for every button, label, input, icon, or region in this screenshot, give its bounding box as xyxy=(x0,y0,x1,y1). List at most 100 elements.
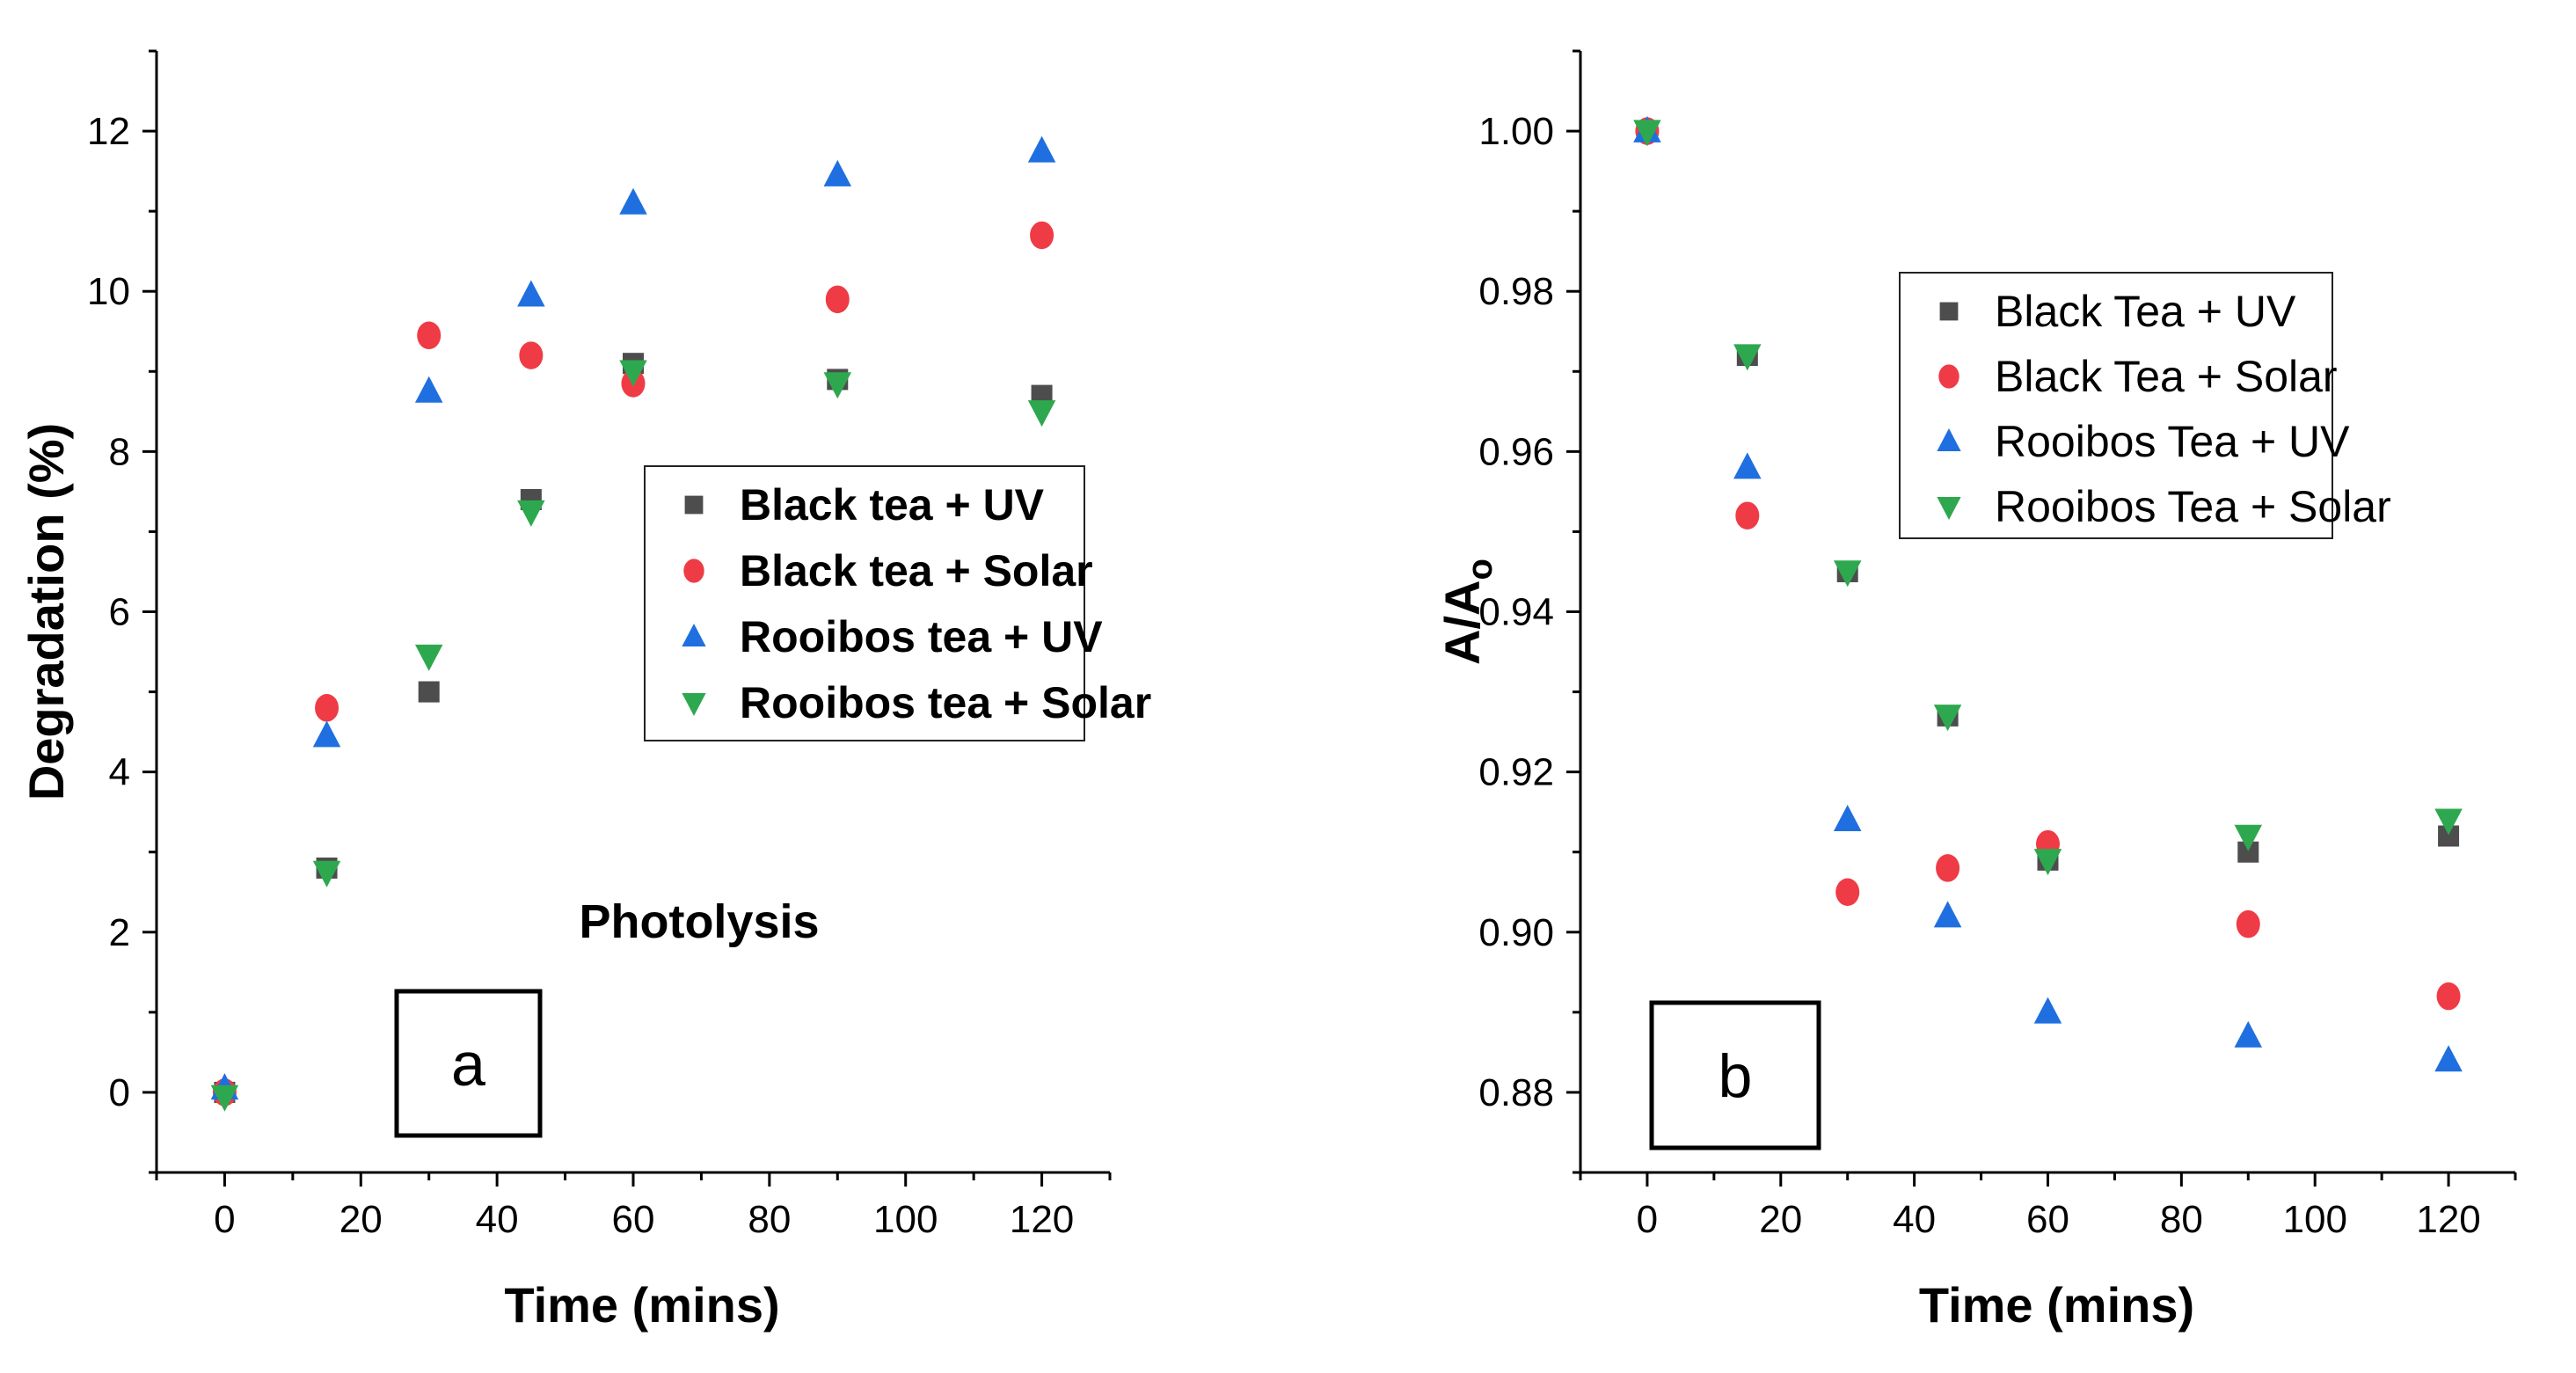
panel-b-legend-marker xyxy=(1937,428,1961,452)
panel-b-series-3 xyxy=(1633,115,2463,1072)
panel-a-data-point xyxy=(417,321,441,350)
panel-a-x-tick-label: 0 xyxy=(214,1198,235,1241)
panel-b-legend-box xyxy=(1899,272,2333,539)
panel-b-data-point xyxy=(2236,909,2260,938)
panel-b-series-2 xyxy=(1635,117,2461,1011)
panel-a-data-point xyxy=(517,500,545,527)
panel-b-data-point xyxy=(1833,560,1862,588)
panel-b-x-tick-label: 20 xyxy=(1759,1198,1802,1241)
panel-b-legend-label: Black Tea + Solar xyxy=(1995,352,2338,401)
panel-a-y-tick-label: 4 xyxy=(109,751,130,794)
panel-a-y-tick-label: 2 xyxy=(109,911,130,954)
panel-b-x-tick-label: 40 xyxy=(1893,1198,1936,1241)
panel-b-x-tick-label: 60 xyxy=(2026,1198,2069,1241)
panel-b-x-tick-label: 100 xyxy=(2283,1198,2347,1241)
panel-a-data-point xyxy=(414,376,443,403)
panel-b-series-4 xyxy=(1633,120,2463,876)
panel-a-data-point xyxy=(1027,400,1056,427)
panel-b-legend-marker xyxy=(1939,302,1959,321)
panel-a-y-tick-label: 12 xyxy=(87,110,130,153)
chart-panel-b: 0 20 40 60 80 100 120 0.88 0.90 0.92 0.94 0.96 0.98 1… xyxy=(1434,49,2517,1333)
panel-b-data-point xyxy=(1633,120,1661,147)
panel-a-legend-box xyxy=(644,465,1085,741)
panel-a-legend-label: Black tea + UV xyxy=(740,480,1045,529)
panel-a-data-point xyxy=(312,720,341,748)
panel-b-data-point xyxy=(1733,452,1762,479)
panel-a-legend-marker xyxy=(684,495,704,515)
panel-a-legend-marker xyxy=(682,624,706,647)
panel-a-annotation: Photolysis xyxy=(579,895,819,948)
panel-a-x-axis-title: Time (mins) xyxy=(504,1277,779,1333)
panel-b-x-tick-label: 80 xyxy=(2160,1198,2203,1241)
panel-a-legend: Black tea + UV Black tea + Solar Rooibos t… xyxy=(644,465,1151,741)
panel-a-legend-label: Rooibos tea + Solar xyxy=(740,678,1151,727)
panel-b-label-box xyxy=(1649,1000,1821,1150)
panel-b-y-axis-title-subscript: o xyxy=(1461,559,1500,580)
panel-b-x-axis-title: Time (mins) xyxy=(1919,1277,2194,1333)
panel-a-legend-marker xyxy=(683,559,704,583)
panel-a-legend-marker xyxy=(682,692,706,716)
panel-b-y-tick-label: 0.88 xyxy=(1478,1071,1554,1114)
panel-b-data-point xyxy=(2234,1020,2263,1048)
panel-a-data-point xyxy=(619,187,647,215)
panel-b-data-point xyxy=(1933,705,1962,732)
panel-b-data-point xyxy=(2434,808,2463,836)
panel-b-y-axis-title: A/Ao xyxy=(1434,559,1500,665)
panel-b-data-point xyxy=(1933,901,1962,928)
panel-b-data-point xyxy=(1833,805,1862,832)
panel-b-data-point xyxy=(1936,854,1960,882)
panel-b-y-tick-label: 0.98 xyxy=(1478,270,1554,313)
panel-a-x-tick-label: 20 xyxy=(339,1198,383,1241)
panel-b-label: b xyxy=(1719,1042,1753,1111)
panel-b-data-point xyxy=(1733,344,1762,371)
panel-b-data-point xyxy=(2234,824,2263,851)
panel-b-y-tick-label: 0.92 xyxy=(1478,751,1554,794)
panel-a-series-4 xyxy=(210,360,1056,1112)
panel-b-y-tick-label: 0.90 xyxy=(1478,911,1554,954)
panel-a-legend-label: Black tea + Solar xyxy=(740,546,1093,595)
panel-a-y-tick-label: 6 xyxy=(109,591,130,634)
panel-b-data-point xyxy=(1735,501,1760,529)
panel-a-label-box xyxy=(394,989,543,1138)
panel-b-legend-label: Rooibos Tea + Solar xyxy=(1995,482,2391,531)
panel-b-y-tick-label: 1.00 xyxy=(1478,110,1554,153)
panel-b-data-point xyxy=(2436,982,2461,1011)
panel-a-data-point xyxy=(825,285,850,314)
panel-b-data-point xyxy=(2434,1045,2463,1072)
panel-a-y-tick-label: 0 xyxy=(109,1071,130,1114)
panel-a-y-tick-label: 8 xyxy=(109,430,130,473)
panel-b-legend-marker xyxy=(1937,496,1961,520)
panel-b-data-point xyxy=(1835,878,1860,906)
panel-a-data-point xyxy=(418,681,440,703)
panel-a-data-point xyxy=(312,860,341,887)
panel-a-label: a xyxy=(451,1030,485,1099)
panel-a-data-point xyxy=(517,280,545,307)
panel-a-data-point xyxy=(315,694,339,722)
panel-a-x-tick-label: 80 xyxy=(748,1198,791,1241)
panel-b-y-tick-label: 0.94 xyxy=(1478,591,1554,634)
panel-a-data-point xyxy=(619,360,647,387)
panel-a-x-tick-label: 40 xyxy=(476,1198,519,1241)
panel-a-x-tick-label: 100 xyxy=(873,1198,938,1241)
panel-b-legend-marker xyxy=(1938,364,1959,389)
panel-b-data-point xyxy=(2033,997,2062,1024)
panel-a-data-point xyxy=(414,644,443,671)
panel-a-data-point xyxy=(1027,135,1056,163)
panel-b-legend: Black Tea + UV Black Tea + Solar Rooibos T… xyxy=(1899,272,2391,539)
panel-a-x-tick-label: 60 xyxy=(612,1198,655,1241)
panel-b-data-point xyxy=(2033,849,2062,876)
panel-b-legend-label: Rooibos Tea + UV xyxy=(1995,417,2350,466)
panel-a-data-point xyxy=(519,341,544,369)
panel-a-x-tick-label: 120 xyxy=(1010,1198,1074,1241)
panel-a-data-point xyxy=(210,1085,239,1112)
panel-b-x-tick-label: 0 xyxy=(1637,1198,1658,1241)
panel-a-legend-label: Rooibos tea + UV xyxy=(740,612,1103,661)
chart-panel-a: 0 20 40 60 80 100 120 0 2 4 6 8 10 12 Time (mins) Degra… xyxy=(18,49,1151,1333)
panel-b-x-tick-label: 120 xyxy=(2416,1198,2480,1241)
panel-a-data-point xyxy=(823,159,852,186)
panel-b-legend-label: Black Tea + UV xyxy=(1995,287,2296,336)
panel-a-data-point xyxy=(823,372,852,399)
panel-a-y-axis-title: Degradation (%) xyxy=(18,423,74,800)
panel-a-y-tick-label: 10 xyxy=(87,270,130,313)
